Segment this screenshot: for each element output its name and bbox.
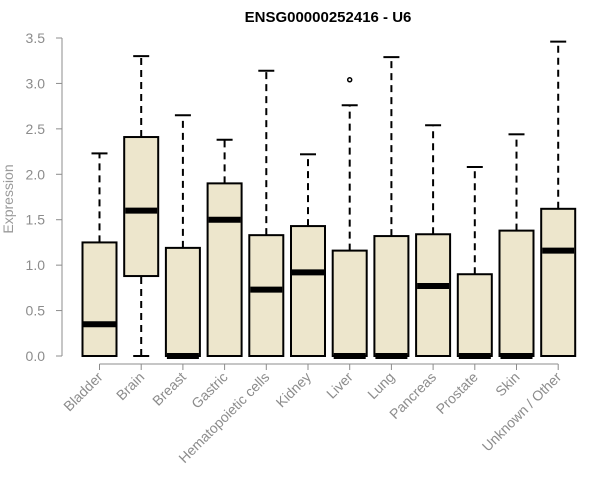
y-tick-label: 0.5 <box>26 303 46 319</box>
y-tick-label: 2.0 <box>26 166 46 182</box>
boxes-group <box>81 40 577 359</box>
y-tick-label: 3.5 <box>26 30 46 46</box>
x-tick-label: Liver <box>323 369 356 402</box>
box-iqr <box>164 246 201 358</box>
y-tick-label: 0.0 <box>26 348 46 364</box>
x-tick-label: Brain <box>113 369 147 403</box>
x-tick-label: Prostate <box>433 369 481 417</box>
box-iqr <box>498 229 535 357</box>
x-tick-label: Unknown / Other <box>479 369 565 455</box>
box-iqr <box>290 225 326 357</box>
box-iqr <box>415 233 452 358</box>
box-12 <box>540 40 577 357</box>
chart-title: ENSG00000252416 - U6 <box>245 9 412 26</box>
box-iqr <box>206 182 243 357</box>
x-tick-label: Kidney <box>273 369 315 411</box>
box-11 <box>498 133 535 359</box>
box-iqr <box>373 235 410 357</box>
box-8 <box>373 56 410 359</box>
y-axis-label: Expression <box>0 164 16 233</box>
box-3 <box>164 114 201 359</box>
box-4 <box>206 138 243 357</box>
x-tick-label: Breast <box>149 369 189 409</box>
box-iqr <box>123 136 160 278</box>
y-axis: 0.0 0.5 1.0 1.5 2.0 2.5 3.0 3.5 <box>26 30 63 364</box>
box-5 <box>248 69 285 357</box>
y-tick-label: 1.0 <box>26 257 46 273</box>
y-tick-label: 3.0 <box>26 75 46 91</box>
box-6 <box>290 153 326 357</box>
box-1 <box>81 152 118 357</box>
outlier-point <box>346 77 353 83</box>
box-7 <box>331 77 368 359</box>
x-tick-label: Lung <box>364 369 397 402</box>
box-iqr <box>540 207 577 357</box>
box-10 <box>456 166 493 359</box>
box-iqr <box>456 273 493 358</box>
box-iqr <box>81 241 118 357</box>
x-tick-label: Skin <box>492 369 523 400</box>
x-tick-label: Bladder <box>60 369 106 415</box>
box-iqr <box>248 234 285 357</box>
y-tick-label: 2.5 <box>26 121 46 137</box>
box-iqr <box>331 249 368 357</box>
y-tick-label: 1.5 <box>26 212 46 228</box>
box-2 <box>123 55 160 357</box>
box-9 <box>415 124 452 358</box>
